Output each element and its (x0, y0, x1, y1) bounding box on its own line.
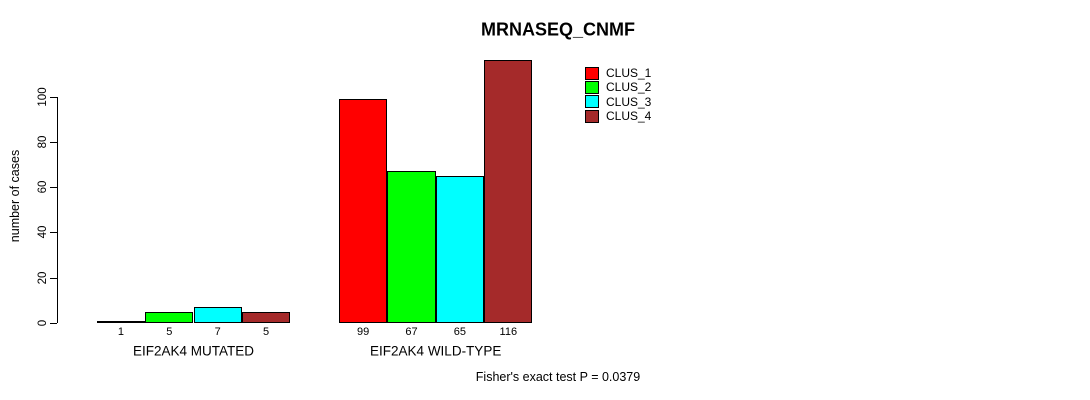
legend-item: CLUS_3 (585, 95, 651, 109)
chart-footnote: Fisher's exact test P = 0.0379 (475, 370, 641, 384)
legend-swatch (585, 109, 599, 123)
bar-value-label: 65 (453, 326, 467, 338)
legend-label: CLUS_1 (606, 66, 652, 81)
bar-value-label: 67 (405, 326, 418, 338)
bar-clus_4-group2 (484, 60, 533, 323)
x-axis-group-label: EIF2AK4 WILD-TYPE (370, 343, 502, 359)
legend-label: CLUS_3 (606, 94, 652, 109)
legend-swatch (585, 80, 599, 94)
y-axis-tick-label: 20 (37, 271, 49, 285)
y-axis-tick (50, 323, 57, 324)
y-axis-tick (50, 232, 57, 234)
y-axis-tick (50, 141, 57, 143)
legend-swatch (585, 95, 599, 109)
legend-item: CLUS_4 (585, 109, 651, 123)
legend-item: CLUS_2 (585, 80, 651, 94)
bar-clus_1-group2 (338, 98, 388, 323)
y-axis-tick-label: 60 (37, 180, 49, 194)
chart-title: MRNASEQ_CNMF (480, 19, 636, 40)
bar-clus_3-group1 (193, 307, 242, 323)
bar-clus_4-group1 (241, 311, 291, 323)
y-axis-tick (50, 187, 57, 189)
legend-label: CLUS_4 (606, 109, 652, 124)
legend-swatch (585, 66, 599, 80)
bar-clus_2-group2 (387, 171, 436, 323)
y-axis-tick (50, 96, 57, 98)
legend-item: CLUS_1 (585, 66, 651, 80)
y-axis-tick (50, 277, 57, 279)
bar-value-label: 5 (166, 326, 173, 338)
bar-value-label: 7 (214, 326, 221, 338)
legend-label: CLUS_2 (606, 80, 652, 95)
bar-value-label: 5 (263, 326, 270, 338)
bar-value-label: 1 (117, 326, 124, 338)
y-axis-line (57, 96, 58, 323)
legend: CLUS_1 CLUS_2 CLUS_3 CLUS_4 (585, 66, 651, 123)
bar-clus_3-group2 (435, 175, 485, 323)
y-axis-tick-label: 80 (37, 135, 49, 149)
y-axis-tick-label: 0 (37, 319, 49, 327)
bar-value-label: 99 (356, 326, 370, 338)
x-axis-group-label: EIF2AK4 MUTATED (132, 343, 255, 359)
bar-value-label: 116 (499, 326, 518, 338)
y-axis-tick-label: 40 (37, 226, 49, 239)
bar-clus_2-group1 (145, 311, 194, 323)
bar-clus_1-group1 (96, 320, 146, 323)
y-axis-tick-label: 100 (37, 87, 49, 107)
